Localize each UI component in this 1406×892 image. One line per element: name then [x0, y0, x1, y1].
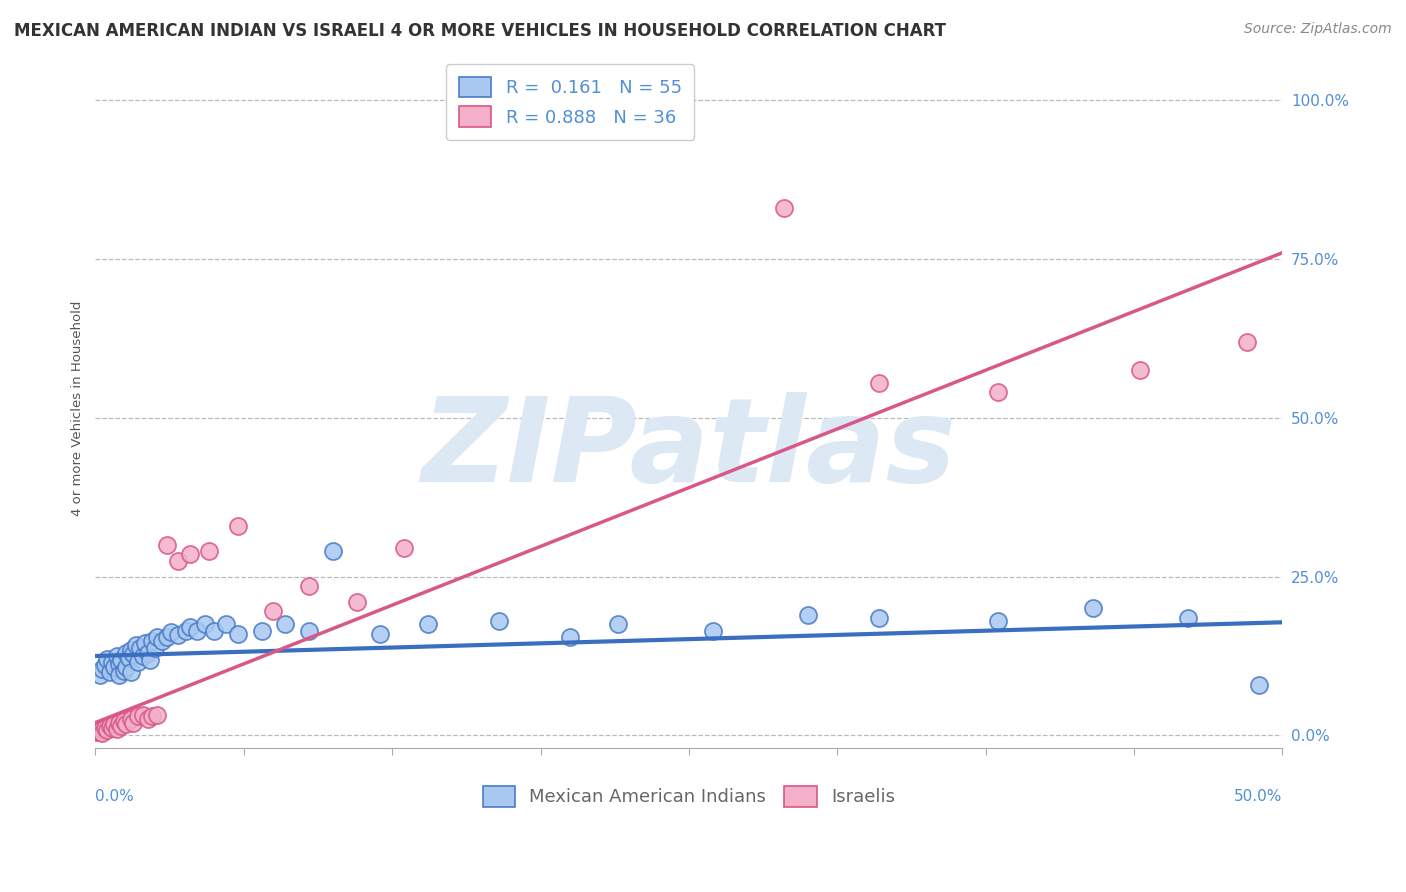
Point [125, 638, 148, 652]
Point [89, 668, 111, 682]
Point [105, 648, 128, 663]
Point [322, 544, 344, 558]
Point [368, 626, 391, 640]
Point [179, 547, 201, 561]
Point [136, 713, 159, 727]
Point [1081, 601, 1104, 615]
Point [87, 723, 110, 738]
Point [98, 719, 121, 733]
Point [139, 653, 162, 667]
Point [179, 620, 201, 634]
Point [84, 725, 107, 739]
Point [89, 724, 111, 739]
Text: 50.0%: 50.0% [1234, 789, 1282, 804]
Point [115, 646, 138, 660]
Point [606, 617, 628, 632]
Point [868, 376, 890, 390]
Point [298, 624, 321, 638]
Point [1247, 677, 1270, 691]
Point [773, 201, 796, 215]
Point [262, 605, 284, 619]
Point [796, 607, 818, 622]
Text: Source: ZipAtlas.com: Source: ZipAtlas.com [1244, 22, 1392, 37]
Point [193, 617, 215, 632]
Point [167, 554, 190, 568]
Point [120, 665, 142, 679]
Point [141, 634, 163, 648]
Point [155, 538, 177, 552]
Point [1177, 611, 1199, 625]
Point [416, 617, 439, 632]
Point [115, 659, 138, 673]
Point [298, 579, 321, 593]
Point [122, 647, 145, 661]
Point [215, 617, 238, 632]
Point [117, 651, 139, 665]
Point [120, 642, 142, 657]
Point [101, 655, 124, 669]
Point [987, 614, 1010, 628]
Point [96, 723, 118, 738]
Point [141, 709, 163, 723]
Point [98, 665, 121, 679]
Point [110, 653, 132, 667]
Point [103, 717, 125, 731]
Point [560, 630, 582, 644]
Point [226, 518, 249, 533]
Point [96, 652, 118, 666]
Point [115, 717, 138, 731]
Point [868, 611, 890, 625]
Point [91, 722, 114, 736]
Point [136, 646, 159, 660]
Point [132, 648, 155, 663]
Point [110, 719, 132, 733]
Point [101, 721, 124, 735]
Point [702, 624, 724, 638]
Point [226, 626, 249, 640]
Point [122, 715, 145, 730]
Y-axis label: 4 or more Vehicles in Household: 4 or more Vehicles in Household [72, 301, 84, 516]
Point [186, 624, 208, 638]
Point [250, 624, 273, 638]
Point [94, 721, 117, 735]
Text: 0.0%: 0.0% [96, 789, 134, 804]
Point [146, 708, 169, 723]
Point [112, 714, 135, 729]
Point [112, 664, 135, 678]
Point [105, 722, 128, 736]
Point [346, 595, 368, 609]
Point [174, 624, 197, 638]
Point [127, 709, 149, 723]
Point [488, 614, 510, 628]
Point [94, 658, 117, 673]
Point [103, 659, 125, 673]
Point [91, 662, 114, 676]
Point [167, 628, 190, 642]
Point [108, 657, 131, 672]
Point [274, 617, 297, 632]
Text: ZIPatlas: ZIPatlas [422, 392, 956, 507]
Point [108, 715, 131, 730]
Point [146, 630, 169, 644]
Text: MEXICAN AMERICAN INDIAN VS ISRAELI 4 OR MORE VEHICLES IN HOUSEHOLD CORRELATION C: MEXICAN AMERICAN INDIAN VS ISRAELI 4 OR … [14, 22, 946, 40]
Point [91, 726, 114, 740]
Point [1129, 363, 1152, 377]
Point [127, 655, 149, 669]
Point [143, 640, 166, 655]
Point [129, 640, 152, 655]
Point [198, 544, 221, 558]
Point [132, 708, 155, 723]
Point [134, 636, 156, 650]
Point [202, 624, 225, 638]
Point [392, 541, 415, 555]
Point [160, 625, 183, 640]
Point [987, 385, 1010, 400]
Legend: Mexican American Indians, Israelis: Mexican American Indians, Israelis [475, 779, 903, 814]
Point [120, 713, 142, 727]
Point [1236, 334, 1258, 349]
Point [150, 634, 173, 648]
Point [155, 630, 177, 644]
Point [108, 668, 131, 682]
